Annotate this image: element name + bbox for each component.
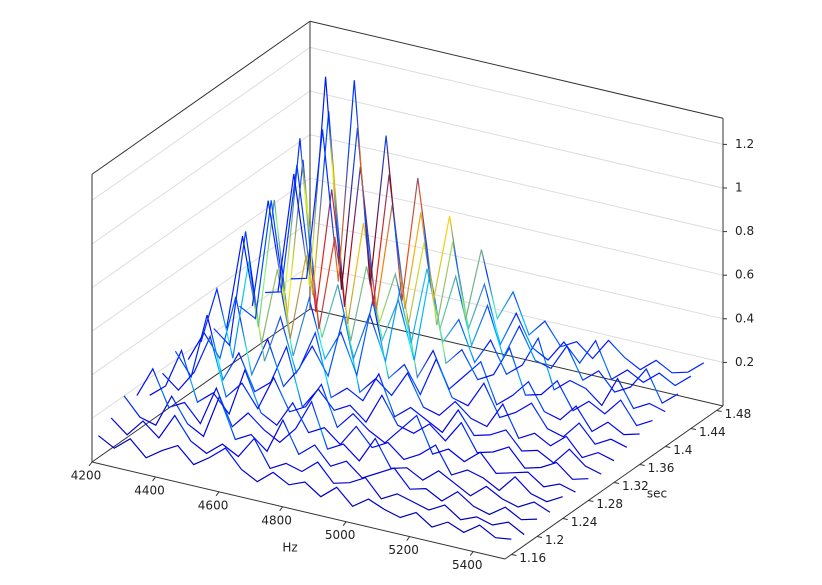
spectrum-line — [187, 296, 602, 475]
grid-line — [309, 177, 724, 276]
box-edge — [91, 461, 506, 560]
z-tick-label: 1.2 — [735, 137, 754, 151]
y-tick-label: 1.28 — [596, 497, 623, 511]
spectrum-line — [239, 159, 653, 427]
grid-line — [91, 221, 311, 376]
x-tick — [342, 521, 347, 526]
x-tick-label: 5200 — [388, 543, 419, 557]
grid-line — [91, 90, 311, 245]
x-tick-label: 4800 — [261, 513, 292, 527]
spectrum-line — [251, 138, 666, 413]
spectrum-line — [162, 334, 576, 493]
z-tick-label: 1 — [735, 181, 743, 195]
spectrum-line — [290, 80, 705, 374]
y-tick — [562, 518, 568, 520]
y-axis-label: sec — [647, 487, 667, 501]
y-tick-label: 1.36 — [648, 461, 675, 475]
y-tick-label: 1.44 — [699, 425, 726, 439]
spectrum-line — [200, 261, 615, 462]
y-tick-label: 1.16 — [519, 551, 546, 565]
grid-line — [309, 90, 724, 189]
spectrum-line — [174, 314, 589, 480]
spectrum-line — [265, 111, 679, 405]
y-tick-label: 1.4 — [673, 443, 692, 457]
x-tick — [88, 461, 93, 467]
y-tick — [690, 428, 697, 430]
spectrum-line — [213, 231, 628, 448]
z-tick-label: 0.4 — [735, 311, 754, 325]
grid-line — [91, 46, 311, 201]
x-tick — [279, 506, 284, 512]
y-tick — [716, 410, 722, 412]
x-tick — [152, 476, 156, 482]
spectrum-line — [136, 367, 551, 513]
spectrum-line — [110, 414, 525, 536]
z-tick-label: 0.6 — [735, 268, 754, 282]
y-tick-label: 1.2 — [545, 533, 564, 547]
x-tick-label: 5400 — [452, 558, 483, 572]
y-tick — [588, 500, 594, 502]
spectrum-line — [149, 348, 563, 503]
grid-line — [309, 46, 724, 145]
x-axis-label: Hz — [282, 541, 297, 555]
y-tick — [665, 446, 671, 448]
spectrum-line — [226, 199, 640, 436]
y-tick — [613, 482, 620, 484]
y-tick-label: 1.24 — [571, 515, 598, 529]
y-tick — [639, 464, 645, 466]
y-tick-label: 1.32 — [622, 479, 649, 493]
spectrum-line — [98, 435, 512, 540]
x-tick-label: 4400 — [134, 483, 165, 497]
z-tick-label: 0.2 — [735, 355, 754, 369]
x-tick-label: 5000 — [325, 528, 356, 542]
grid-line — [91, 134, 311, 289]
y-tick — [536, 536, 543, 538]
y-tick-label: 1.48 — [725, 407, 752, 421]
spectrum-line — [123, 394, 538, 521]
spectrum-line — [277, 76, 692, 387]
z-tick-label: 0.8 — [735, 224, 754, 238]
grid-line — [309, 134, 724, 233]
box-edge — [91, 20, 311, 175]
x-tick — [469, 551, 474, 556]
box-edge — [309, 20, 724, 119]
x-tick-label: 4200 — [71, 469, 102, 483]
x-tick-label: 4600 — [198, 498, 229, 512]
x-tick — [406, 536, 411, 541]
grid-line — [309, 221, 724, 320]
y-tick — [511, 554, 517, 556]
x-tick — [215, 491, 220, 497]
